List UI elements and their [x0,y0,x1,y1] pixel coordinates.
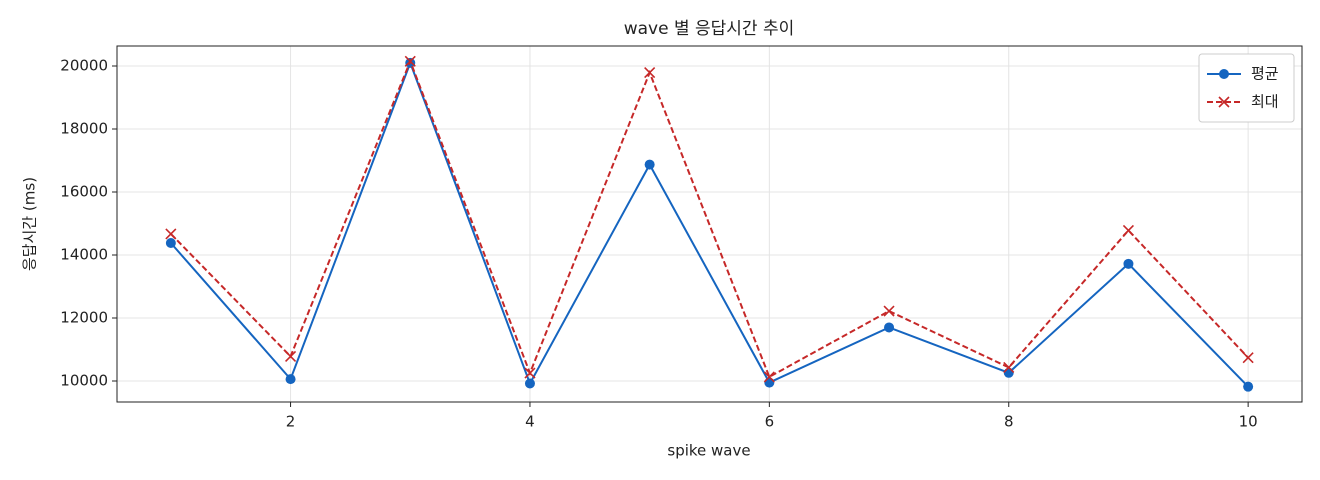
marker [763,371,775,383]
x-tick-label: 10 [1239,413,1258,431]
marker [165,238,176,249]
marker [883,305,895,317]
legend-label: 최대 [1251,93,1279,111]
marker [524,378,535,389]
marker [404,55,416,67]
y-tick-label: 16000 [60,182,108,200]
marker [284,350,297,362]
marker [764,377,775,388]
series-line [170,60,1249,388]
x-tick-label: 4 [525,413,535,431]
marker [884,322,895,333]
legend-box [1198,53,1295,123]
x-tick-label: 8 [1004,413,1014,431]
y-tick-label: 12000 [60,308,108,326]
marker [1123,258,1134,269]
legend-label: 평균 [1251,65,1279,83]
chart-title: wave 별 응답시간 추이 [624,19,795,39]
plot-frame [116,45,1303,403]
y-tick-label: 20000 [60,57,108,75]
marker [644,67,656,79]
x-tick-label: 2 [286,413,296,431]
y-axis-label: 응답시간 (ms) [21,177,39,271]
marker [1219,69,1229,79]
marker [1003,367,1014,378]
marker [165,228,177,240]
x-axis-label: spike wave [667,442,750,460]
y-tick-label: 18000 [60,119,108,137]
marker [1243,381,1254,392]
series-line [170,58,1249,379]
marker [285,374,296,385]
y-tick-label: 14000 [60,245,108,263]
marker [1122,224,1135,236]
marker [644,159,655,170]
y-tick-label: 10000 [60,371,108,389]
marker [1242,352,1254,364]
marker [524,367,536,379]
marker [1003,361,1015,374]
x-tick-label: 6 [765,413,775,431]
marker [1218,96,1230,108]
